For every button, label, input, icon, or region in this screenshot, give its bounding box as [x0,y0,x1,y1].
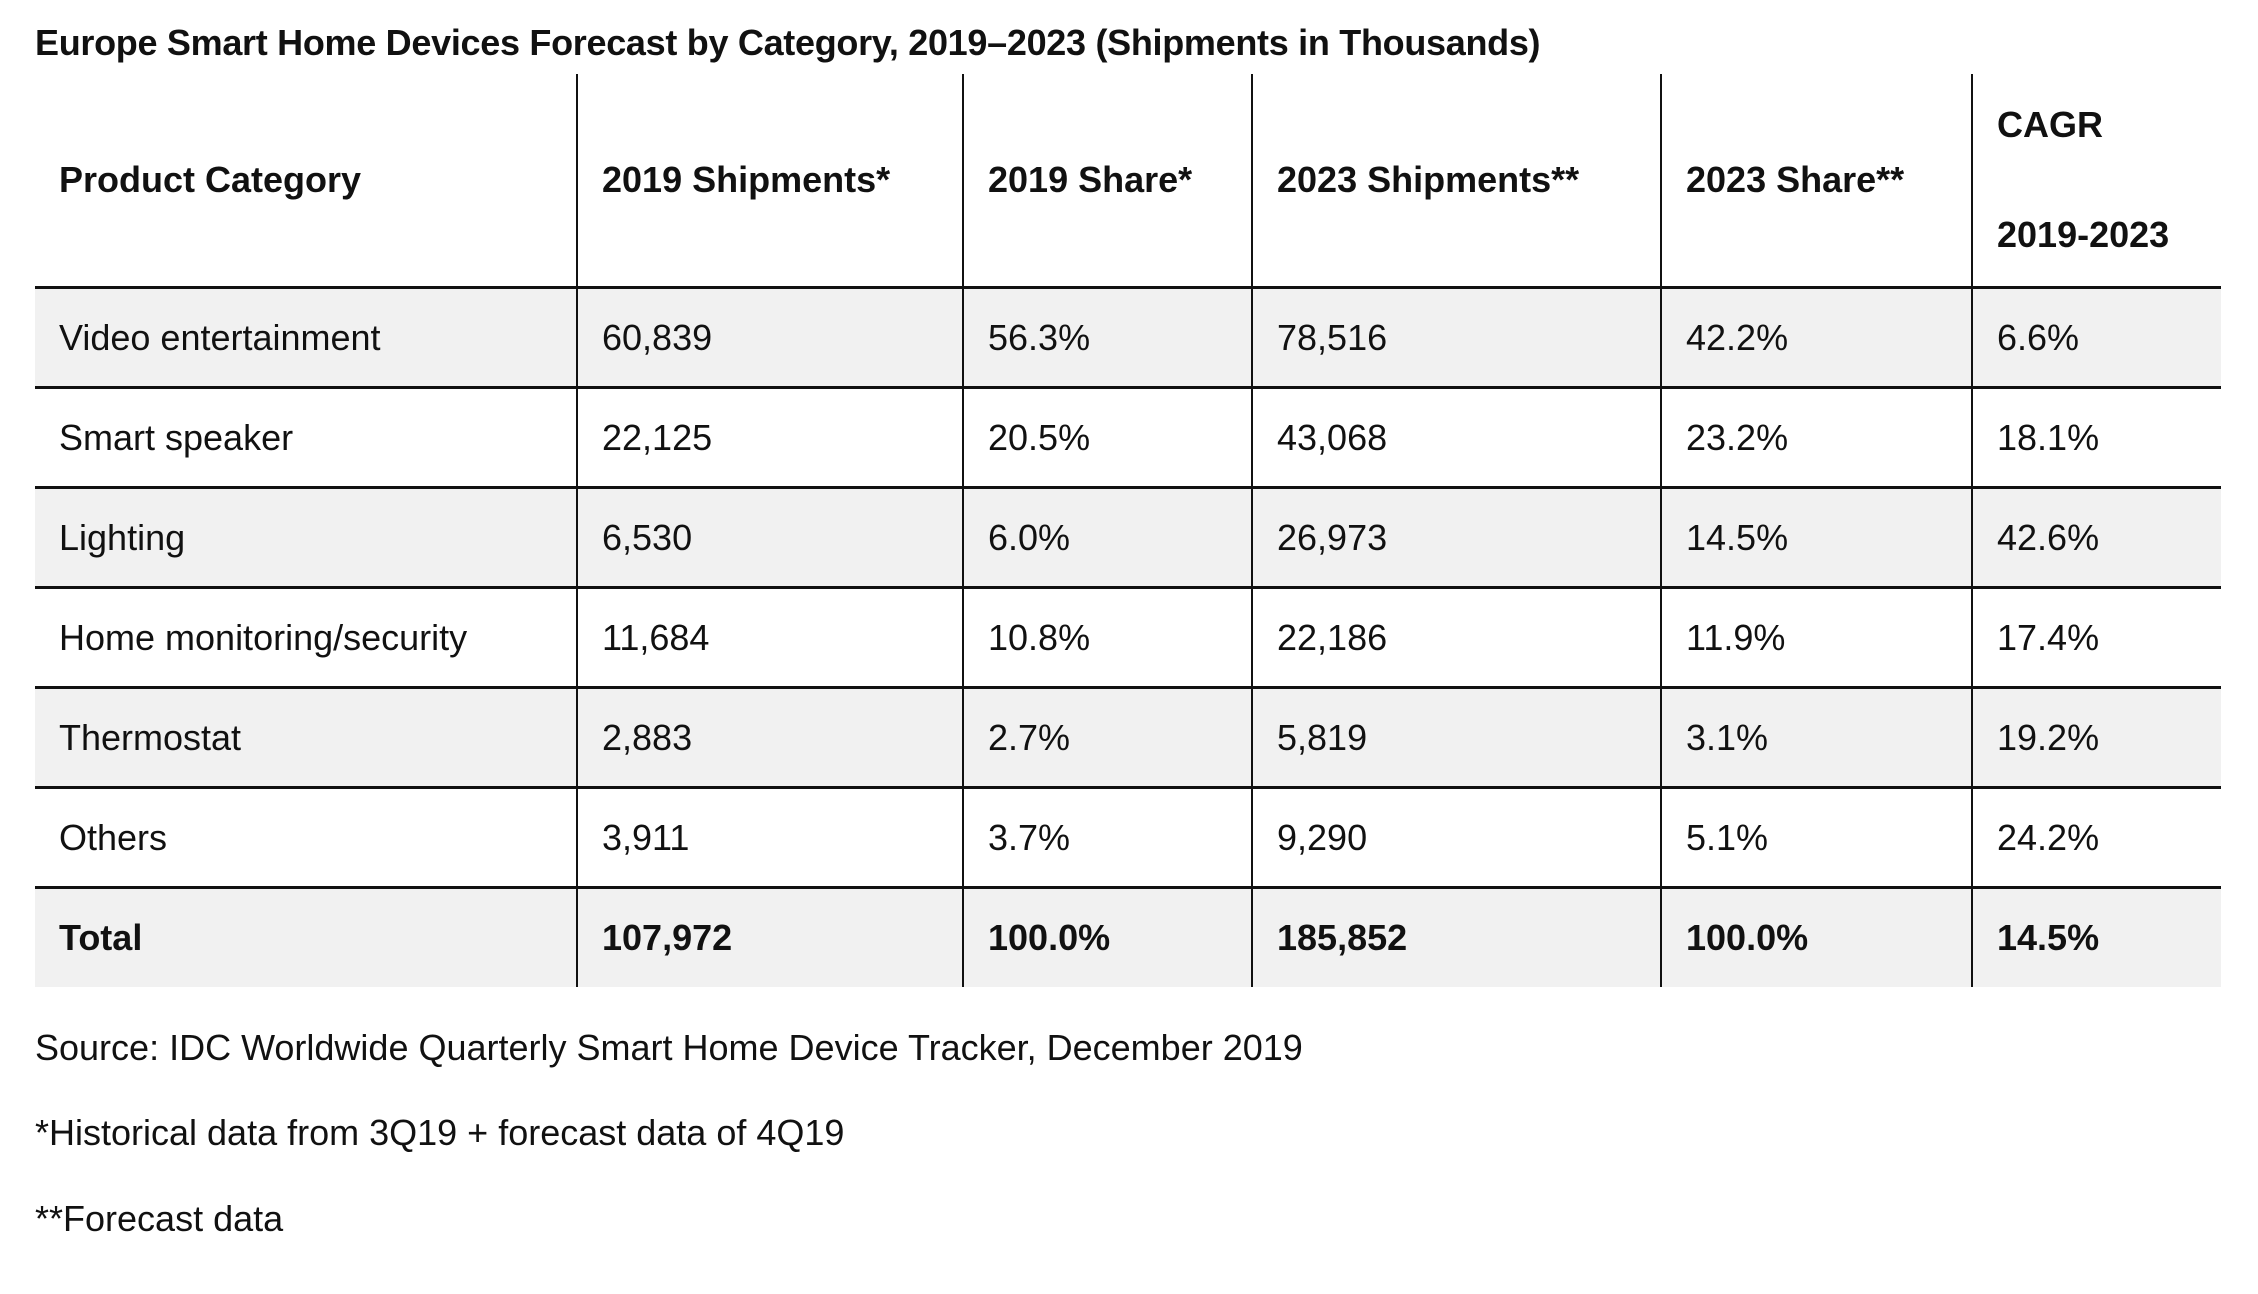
cell-2019-share: 56.3% [962,287,1252,389]
table-row: Lighting 6,530 6.0% 26,973 14.5% 42.6% [35,487,2221,589]
header-cagr: CAGR 2019-2023 [1971,74,2221,289]
cell-2023-share: 5.1% [1660,787,1972,889]
cell-category: Video entertainment [35,287,577,389]
header-2019-shipments: 2019 Shipments* [576,74,963,289]
cell-2019-share: 6.0% [962,487,1252,589]
header-cagr-period: 2019-2023 [1997,214,2170,255]
cell-cagr: 18.1% [1971,387,2221,489]
table-row: Others 3,911 3.7% 9,290 5.1% 24.2% [35,787,2221,889]
cell-2023-share: 11.9% [1660,587,1972,689]
cell-2023-share: 14.5% [1660,487,1972,589]
cell-cagr: 6.6% [1971,287,2221,389]
cell-2023-share: 3.1% [1660,687,1972,789]
cell-2023-shipments: 9,290 [1251,787,1661,889]
header-2023-shipments: 2023 Shipments** [1251,74,1661,289]
table-row: Home monitoring/security 11,684 10.8% 22… [35,587,2221,689]
forecast-table: Product Category 2019 Shipments* 2019 Sh… [35,74,2221,987]
cell-2019-shipments: 2,883 [576,687,963,789]
table-row: Smart speaker 22,125 20.5% 43,068 23.2% … [35,387,2221,489]
total-row: Total 107,972 100.0% 185,852 100.0% 14.5… [35,887,2221,987]
total-2023-share: 100.0% [1660,887,1972,987]
header-2023-share: 2023 Share** [1660,74,1972,289]
total-2023-shipments: 185,852 [1251,887,1661,987]
table-title: Europe Smart Home Devices Forecast by Ca… [35,22,1541,63]
footnote-forecast: **Forecast data [35,1198,284,1239]
cell-2019-shipments: 3,911 [576,787,963,889]
cell-2019-share: 2.7% [962,687,1252,789]
cell-2019-share: 10.8% [962,587,1252,689]
cell-category: Thermostat [35,687,577,789]
cell-category: Others [35,787,577,889]
cell-2019-shipments: 22,125 [576,387,963,489]
total-2019-shipments: 107,972 [576,887,963,987]
cell-category: Lighting [35,487,577,589]
table-row: Video entertainment 60,839 56.3% 78,516 … [35,287,2221,389]
cell-2019-shipments: 11,684 [576,587,963,689]
header-row: Product Category 2019 Shipments* 2019 Sh… [35,74,2221,289]
cell-cagr: 24.2% [1971,787,2221,889]
cell-2023-shipments: 43,068 [1251,387,1661,489]
cell-2023-share: 42.2% [1660,287,1972,389]
table-header: Product Category 2019 Shipments* 2019 Sh… [35,74,2221,289]
footnote-historical: *Historical data from 3Q19 + forecast da… [35,1112,845,1153]
cell-cagr: 17.4% [1971,587,2221,689]
cell-2023-share: 23.2% [1660,387,1972,489]
cell-2023-shipments: 5,819 [1251,687,1661,789]
cell-2019-share: 3.7% [962,787,1252,889]
cell-cagr: 42.6% [1971,487,2221,589]
cell-category: Home monitoring/security [35,587,577,689]
cell-2019-share: 20.5% [962,387,1252,489]
cell-2019-shipments: 6,530 [576,487,963,589]
cell-cagr: 19.2% [1971,687,2221,789]
header-product-category: Product Category [35,74,577,289]
cell-2019-shipments: 60,839 [576,287,963,389]
header-cagr-label: CAGR [1997,104,2103,145]
table-body: Video entertainment 60,839 56.3% 78,516 … [35,287,2221,987]
source-note: Source: IDC Worldwide Quarterly Smart Ho… [35,1027,1303,1068]
header-2019-share: 2019 Share* [962,74,1252,289]
cell-2023-shipments: 22,186 [1251,587,1661,689]
cell-category: Smart speaker [35,387,577,489]
total-cagr: 14.5% [1971,887,2221,987]
total-2019-share: 100.0% [962,887,1252,987]
cell-2023-shipments: 26,973 [1251,487,1661,589]
table-row: Thermostat 2,883 2.7% 5,819 3.1% 19.2% [35,687,2221,789]
cell-2023-shipments: 78,516 [1251,287,1661,389]
total-label: Total [35,887,577,987]
